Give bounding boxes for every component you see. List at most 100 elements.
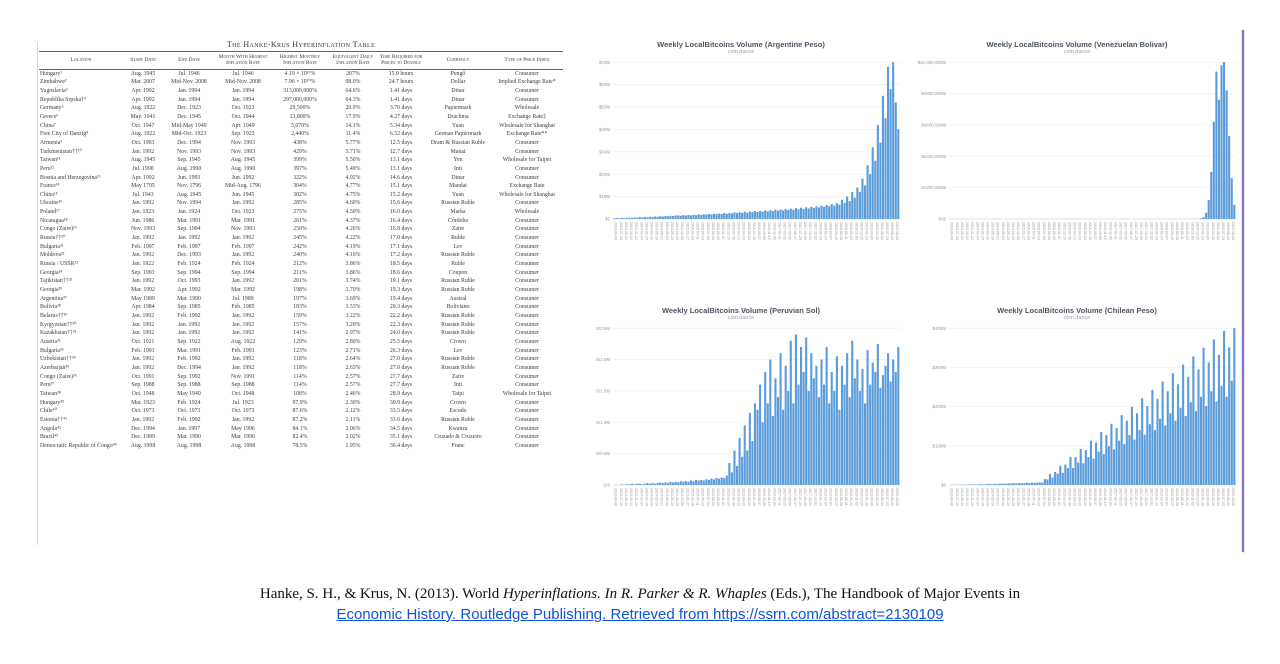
table-cell: Oct. 1948: [231, 390, 255, 397]
table-cell: Kazakhstan††³¹: [40, 330, 77, 337]
table-cell: Consumer: [515, 356, 539, 363]
table-cell: Aug. 1922: [130, 131, 156, 138]
table-cell: 4.50%: [345, 209, 361, 216]
citation-link[interactable]: Economic History. Routledge Publishing. …: [336, 605, 944, 623]
table-cell: Mar. 1990: [177, 295, 201, 302]
svg-text:2014-12-06: 2014-12-06: [680, 488, 684, 506]
table-cell: Jul. 1943: [132, 191, 154, 198]
svg-text:2017-07-29: 2017-07-29: [1134, 222, 1138, 240]
column-header: Location: [39, 52, 123, 70]
table-cell: 5.34 days: [389, 122, 413, 129]
table-cell: 4.75%: [345, 191, 361, 198]
table-cell: Dec. 1923: [177, 105, 201, 112]
svg-text:Bs600,000M: Bs600,000M: [921, 123, 946, 128]
table-cell: 17.1 days: [389, 243, 413, 250]
table-cell: German Papiermark: [434, 131, 482, 138]
table-cell: Córdoba: [448, 217, 468, 224]
table-cell: 33.6 days: [389, 416, 413, 423]
table-cell: Consumer: [515, 148, 539, 155]
chart-venezuelan-bolivar: Weekly LocalBitcoins Volume (Venezuelan …: [912, 34, 1242, 290]
table-cell: Jan. 1922: [131, 261, 155, 268]
table-cell: Aug. 1998: [176, 442, 202, 449]
svg-text:2019-03-09: 2019-03-09: [870, 488, 874, 506]
table-cell: 16.8 days: [389, 226, 413, 233]
svg-text:2015-11-07: 2015-11-07: [1057, 488, 1061, 506]
table-cell: 108%: [293, 390, 307, 397]
table-cell: Mandat: [449, 183, 467, 190]
table-cell: 87.2%: [292, 416, 308, 423]
svg-text:2015-05-23: 2015-05-23: [701, 488, 705, 506]
table-cell: Mar. 1991: [231, 217, 255, 224]
table-cell: Jan. 1992: [131, 321, 155, 328]
svg-text:2017-09-09: 2017-09-09: [1139, 488, 1143, 506]
chart-canvas: S/2.5M S/2.0M S/1.5M S/1.0M S/0.5M S/0 2013-06…: [596, 326, 900, 506]
table-cell: 5.50%: [345, 157, 361, 164]
svg-text:2013-11-23: 2013-11-23: [634, 222, 638, 240]
table-cell: Dec. 1994: [177, 139, 201, 146]
table-cell: 27.0 days: [389, 364, 413, 371]
table-cell: 78.5%: [292, 442, 308, 449]
table-cell: Argentina²⁷: [40, 295, 67, 302]
table-cell: 4.77%: [345, 183, 361, 190]
svg-text:2016-07-16: 2016-07-16: [752, 222, 756, 240]
table-cell: Sep. 1945: [177, 157, 201, 164]
table-cell: Nicaragua¹⁸: [40, 217, 68, 224]
svg-text:2013-07-20: 2013-07-20: [619, 488, 623, 506]
table-cell: Consumer: [515, 434, 539, 441]
table-cell: Consumer: [515, 295, 539, 302]
table-cell: Consumer: [515, 243, 539, 250]
svg-text:2017-06-17: 2017-06-17: [1129, 222, 1133, 240]
table-cell: Oct. 1973: [231, 408, 255, 415]
table-cell: 285%: [293, 200, 307, 207]
chart-peruvian-sol: Weekly LocalBitcoins Volume (Peruvian So…: [576, 300, 906, 556]
svg-text:2019-07-13: 2019-07-13: [1221, 222, 1225, 240]
table-row: Kazakhstan††³¹ Jan. 1992 Jan. 1992 Jan. 199…: [39, 329, 563, 338]
table-cell: Mar. 1991: [177, 347, 201, 354]
svg-text:2013-07-20: 2013-07-20: [955, 222, 959, 240]
chart-subtitle: coin.dance: [1063, 315, 1091, 321]
table-cell: Consumer: [515, 200, 539, 207]
table-cell: 15.0 hours: [388, 70, 414, 77]
svg-text:2015-09-26: 2015-09-26: [1052, 222, 1056, 240]
svg-text:2016-10-08: 2016-10-08: [1098, 222, 1102, 240]
table-cell: Taipi: [452, 390, 464, 397]
table-cell: Free City of Danzig⁸: [40, 131, 89, 138]
svg-text:2015-02-28: 2015-02-28: [1026, 488, 1030, 506]
table-cell: Coupon: [448, 269, 468, 276]
table-cell: Jan. 1994: [231, 87, 255, 94]
svg-text:2016-03-12: 2016-03-12: [1073, 222, 1077, 240]
svg-text:2019-06-01: 2019-06-01: [1216, 488, 1220, 506]
table-row: Hungary³⁹ Mar. 1923 Feb. 1924 Jul. 1923 97.9…: [39, 399, 563, 408]
svg-text:2017-05-06: 2017-05-06: [788, 222, 792, 240]
table-cell: Dram & Russian Ruble: [430, 139, 486, 146]
table-cell: Dinar: [451, 87, 465, 94]
svg-text:2019-01-26: 2019-01-26: [865, 488, 869, 506]
svg-text:2016-01-30: 2016-01-30: [1067, 488, 1071, 506]
table-cell: Nov. 1993: [130, 226, 156, 233]
svg-text:2014-03-29: 2014-03-29: [649, 222, 653, 240]
column-header: Currency: [425, 52, 491, 70]
svg-text:2016-12-31: 2016-12-31: [1108, 488, 1112, 506]
svg-text:2019-06-01: 2019-06-01: [880, 222, 884, 240]
svg-text:2015-11-07: 2015-11-07: [1057, 222, 1061, 240]
svg-text:2015-05-23: 2015-05-23: [701, 222, 705, 240]
table-cell: 212%: [293, 261, 307, 268]
table-cell: Aug. 1922: [230, 338, 256, 345]
table-cell: Brazil⁴³: [40, 434, 58, 441]
svg-text:2019-04-20: 2019-04-20: [1211, 488, 1215, 506]
svg-text:2018-01-13: 2018-01-13: [1154, 222, 1158, 240]
table-row: Georgia²⁴ Sep. 1993 Sep. 1994 Sep. 1994 211%…: [39, 269, 563, 278]
svg-text:2015-04-11: 2015-04-11: [1032, 222, 1036, 240]
table-cell: Congo (Zaire)³⁶: [40, 373, 77, 380]
table-cell: Uzbekistan††³⁴: [40, 356, 76, 363]
svg-text:2015-04-11: 2015-04-11: [696, 488, 700, 506]
svg-text:$50M: $50M: [599, 105, 610, 110]
svg-text:2016-01-30: 2016-01-30: [731, 222, 735, 240]
table-cell: 302%: [293, 191, 307, 198]
svg-text:2014-05-10: 2014-05-10: [991, 488, 995, 506]
svg-text:2016-07-16: 2016-07-16: [1088, 488, 1092, 506]
table-cell: 22.2 days: [389, 313, 413, 319]
table-cell: Sep. 1988: [177, 382, 201, 389]
table-cell: Consumer: [515, 87, 539, 94]
